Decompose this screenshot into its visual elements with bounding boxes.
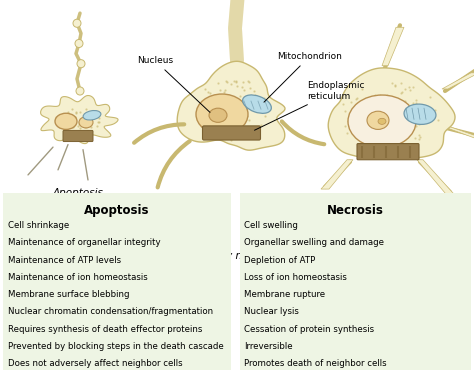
Text: Apoptosis: Apoptosis: [84, 203, 150, 217]
Circle shape: [77, 60, 85, 68]
Text: Nuclear lysis: Nuclear lysis: [244, 308, 299, 317]
Text: Apoptosis: Apoptosis: [53, 188, 103, 198]
Text: Organellar swelling and damage: Organellar swelling and damage: [244, 238, 384, 247]
Text: Membrane surface blebbing: Membrane surface blebbing: [8, 290, 129, 299]
Polygon shape: [382, 27, 404, 66]
Text: Necrosis: Necrosis: [368, 197, 412, 207]
Ellipse shape: [55, 113, 77, 129]
Text: Cell shrinkage: Cell shrinkage: [8, 221, 69, 230]
Text: Cell swelling: Cell swelling: [244, 221, 298, 230]
Text: Requires synthesis of death effector proteins: Requires synthesis of death effector pro…: [8, 325, 202, 334]
FancyBboxPatch shape: [240, 193, 471, 370]
Polygon shape: [442, 73, 474, 89]
Ellipse shape: [79, 117, 93, 128]
FancyBboxPatch shape: [63, 131, 93, 142]
Text: Depletion of ATP: Depletion of ATP: [244, 256, 315, 265]
Text: Promotes death of neighbor cells: Promotes death of neighbor cells: [244, 359, 387, 368]
Text: Cessation of protein synthesis: Cessation of protein synthesis: [244, 325, 374, 334]
Text: Maintenance of ion homeostasis: Maintenance of ion homeostasis: [8, 273, 148, 282]
Polygon shape: [177, 61, 285, 150]
Text: Does not adversely affect neighbor cells: Does not adversely affect neighbor cells: [8, 359, 182, 368]
Text: Loss of ion homeostasis: Loss of ion homeostasis: [244, 273, 347, 282]
Polygon shape: [41, 96, 118, 144]
Ellipse shape: [404, 104, 436, 124]
Polygon shape: [328, 68, 455, 158]
Polygon shape: [437, 124, 474, 138]
FancyBboxPatch shape: [202, 126, 261, 140]
Polygon shape: [321, 160, 353, 189]
Ellipse shape: [348, 95, 416, 148]
Ellipse shape: [209, 108, 227, 122]
Polygon shape: [417, 160, 454, 194]
FancyBboxPatch shape: [3, 193, 231, 370]
Text: Necrosis: Necrosis: [327, 203, 383, 217]
Text: Mitochondrion: Mitochondrion: [264, 52, 342, 102]
Ellipse shape: [367, 111, 389, 129]
Text: Maintenance of organellar integrity: Maintenance of organellar integrity: [8, 238, 161, 247]
Text: Nucleus: Nucleus: [137, 56, 210, 112]
Ellipse shape: [243, 95, 271, 113]
Ellipse shape: [196, 94, 248, 134]
Text: Irreversible: Irreversible: [244, 342, 292, 351]
Ellipse shape: [83, 110, 101, 120]
Text: Healthy neuron: Healthy neuron: [192, 251, 272, 261]
Text: Membrane rupture: Membrane rupture: [244, 290, 325, 299]
Text: Nuclear chromatin condensation/fragmentation: Nuclear chromatin condensation/fragmenta…: [8, 308, 213, 317]
Circle shape: [75, 39, 83, 48]
FancyBboxPatch shape: [357, 144, 419, 160]
Text: Maintenance of ATP levels: Maintenance of ATP levels: [8, 256, 121, 265]
Ellipse shape: [378, 118, 386, 124]
Circle shape: [73, 19, 81, 27]
Text: Endoplasmic
reticulum: Endoplasmic reticulum: [255, 81, 365, 130]
Circle shape: [76, 87, 84, 95]
Text: Prevented by blocking steps in the death cascade: Prevented by blocking steps in the death…: [8, 342, 224, 351]
